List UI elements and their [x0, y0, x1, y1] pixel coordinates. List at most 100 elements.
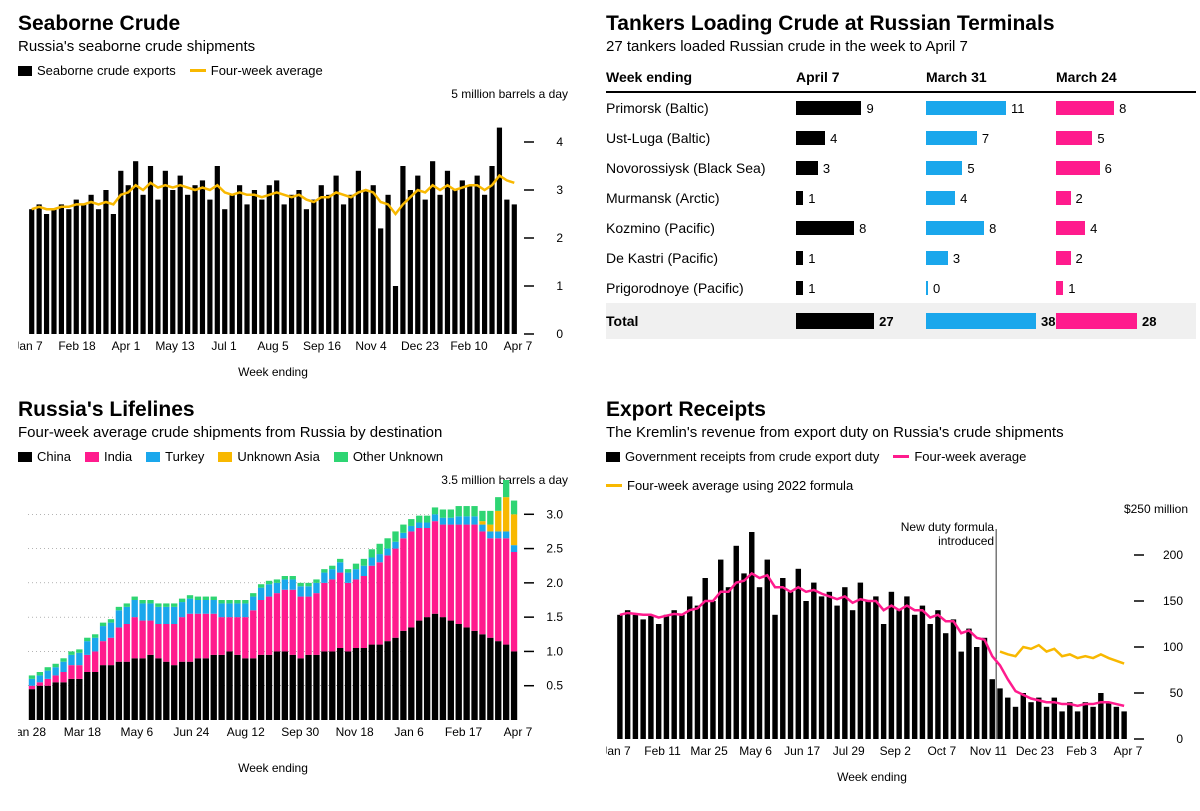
- tankers-title: Tankers Loading Crude at Russian Termina…: [606, 12, 1196, 36]
- bar-cell: 8: [796, 221, 926, 236]
- receipts-legend: Government receipts from crude export du…: [606, 449, 1196, 493]
- svg-text:Aug 12: Aug 12: [227, 725, 265, 739]
- svg-text:Mar 25: Mar 25: [690, 744, 728, 758]
- bar-cell: 11: [926, 101, 1056, 116]
- table-row: De Kastri (Pacific)132: [606, 243, 1196, 273]
- seaborne-chart: 5 million barrels a day 0 1 2 3 4 Jan 7 Feb 18 A…: [18, 84, 578, 384]
- bar-cell: 3: [796, 161, 926, 176]
- lifelines-chart: 3.5 million barrels a day0.51.01.52.02.5…: [18, 470, 578, 780]
- lifelines-title: Russia's Lifelines: [18, 398, 578, 422]
- seaborne-crude-panel: Seaborne Crude Russia's seaborne crude s…: [18, 12, 578, 392]
- bar-cell: 0: [926, 281, 1056, 296]
- svg-text:Feb 17: Feb 17: [445, 725, 483, 739]
- bar-cell: 7: [926, 131, 1056, 146]
- receipts-panel: Export Receipts The Kremlin's revenue fr…: [606, 398, 1196, 798]
- svg-text:Apr 1: Apr 1: [112, 339, 141, 353]
- svg-text:5 million barrels a day: 5 million barrels a day: [451, 87, 568, 101]
- bar-cell: 8: [926, 221, 1056, 236]
- lifelines-legend: ChinaIndiaTurkeyUnknown AsiaOther Unknow…: [18, 449, 578, 464]
- svg-text:Apr 7: Apr 7: [504, 339, 533, 353]
- svg-text:Apr 7: Apr 7: [504, 725, 533, 739]
- svg-text:0.5: 0.5: [546, 679, 563, 693]
- svg-text:Jun 24: Jun 24: [173, 725, 209, 739]
- table-row: Murmansk (Arctic)142: [606, 183, 1196, 213]
- bar-cell: 5: [1056, 131, 1186, 146]
- svg-text:1.0: 1.0: [546, 644, 563, 658]
- svg-text:Nov 11: Nov 11: [970, 744, 1007, 758]
- lifelines-panel: Russia's Lifelines Four-week average cru…: [18, 398, 578, 798]
- svg-text:Aug 5: Aug 5: [257, 339, 289, 353]
- bar-cell: 1: [796, 251, 926, 266]
- svg-text:Feb 11: Feb 11: [644, 744, 681, 758]
- svg-text:2.0: 2.0: [546, 576, 563, 590]
- svg-text:Dec 23: Dec 23: [1016, 744, 1054, 758]
- svg-text:50: 50: [1170, 686, 1184, 700]
- svg-text:2: 2: [556, 231, 563, 245]
- table-row: Kozmino (Pacific)884: [606, 213, 1196, 243]
- svg-text:3: 3: [556, 183, 563, 197]
- receipts-subtitle: The Kremlin's revenue from export duty o…: [606, 424, 1196, 441]
- svg-text:Feb 3: Feb 3: [1066, 744, 1097, 758]
- tankers-header-row: Week ending April 7 March 31 March 24: [606, 63, 1196, 93]
- svg-text:0: 0: [556, 327, 563, 341]
- bar-cell: 9: [796, 101, 926, 116]
- bar-cell: 1: [796, 281, 926, 296]
- svg-text:Jan 7: Jan 7: [18, 339, 43, 353]
- table-row: Novorossiysk (Black Sea)356: [606, 153, 1196, 183]
- svg-text:Dec 23: Dec 23: [401, 339, 439, 353]
- bar-cell: 6: [1056, 161, 1186, 176]
- svg-text:Jan 28: Jan 28: [18, 725, 46, 739]
- table-row: Ust-Luga (Baltic)475: [606, 123, 1196, 153]
- seaborne-title: Seaborne Crude: [18, 12, 578, 36]
- svg-text:Mar 18: Mar 18: [64, 725, 102, 739]
- svg-text:0: 0: [1176, 732, 1183, 746]
- svg-text:3.0: 3.0: [546, 507, 563, 521]
- svg-text:Week ending: Week ending: [837, 770, 907, 784]
- bar-cell: 2: [1056, 251, 1186, 266]
- svg-text:Feb 10: Feb 10: [450, 339, 488, 353]
- svg-text:Jan 7: Jan 7: [606, 744, 631, 758]
- svg-text:Feb 18: Feb 18: [58, 339, 96, 353]
- svg-text:4: 4: [556, 135, 563, 149]
- bar-cell: 2: [1056, 191, 1186, 206]
- tankers-subtitle: 27 tankers loaded Russian crude in the w…: [606, 38, 1196, 55]
- tankers-panel: Tankers Loading Crude at Russian Termina…: [606, 12, 1196, 392]
- svg-text:Apr 7: Apr 7: [1114, 744, 1143, 758]
- svg-text:Week ending: Week ending: [238, 365, 308, 379]
- bar-cell: 3: [926, 251, 1056, 266]
- tankers-table: Week ending April 7 March 31 March 24 Pr…: [606, 63, 1196, 339]
- table-row: Prigorodnoye (Pacific)101: [606, 273, 1196, 303]
- svg-text:100: 100: [1163, 640, 1183, 654]
- svg-text:May 6: May 6: [739, 744, 772, 758]
- seaborne-subtitle: Russia's seaborne crude shipments: [18, 38, 578, 55]
- receipts-chart: $250 million050100150200New duty formula…: [606, 499, 1196, 789]
- svg-text:2.5: 2.5: [546, 542, 563, 556]
- bar-cell: 5: [926, 161, 1056, 176]
- svg-text:Week ending: Week ending: [238, 761, 308, 775]
- bar-cell: 4: [926, 191, 1056, 206]
- svg-text:introduced: introduced: [938, 534, 994, 548]
- svg-text:1.5: 1.5: [546, 610, 563, 624]
- lifelines-subtitle: Four-week average crude shipments from R…: [18, 424, 578, 441]
- svg-text:Jul 29: Jul 29: [833, 744, 865, 758]
- svg-text:Sep 30: Sep 30: [281, 725, 319, 739]
- bar-cell: 4: [1056, 221, 1186, 236]
- svg-text:1: 1: [556, 279, 563, 293]
- svg-text:Sep 2: Sep 2: [880, 744, 912, 758]
- bar-cell: 1: [1056, 281, 1186, 296]
- svg-text:Jan 6: Jan 6: [394, 725, 424, 739]
- seaborne-legend: Seaborne crude exports Four-week average: [18, 63, 578, 78]
- svg-text:200: 200: [1163, 548, 1183, 562]
- receipts-title: Export Receipts: [606, 398, 1196, 422]
- bar-cell: 1: [796, 191, 926, 206]
- svg-text:Oct 7: Oct 7: [927, 744, 956, 758]
- svg-text:$250 million: $250 million: [1124, 502, 1188, 516]
- svg-text:Nov 4: Nov 4: [355, 339, 387, 353]
- bar-cell: 8: [1056, 101, 1186, 116]
- svg-text:150: 150: [1163, 594, 1183, 608]
- svg-text:Sep 16: Sep 16: [303, 339, 341, 353]
- svg-text:Jun 17: Jun 17: [784, 744, 820, 758]
- svg-text:May 13: May 13: [155, 339, 195, 353]
- table-total-row: Total273828: [606, 303, 1196, 339]
- svg-text:Jul 1: Jul 1: [211, 339, 237, 353]
